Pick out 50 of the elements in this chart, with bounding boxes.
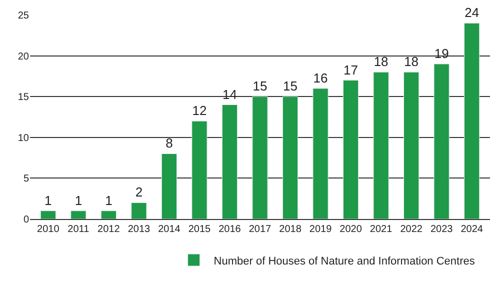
data-label: 15 [283,78,298,94]
x-tick-label: 2021 [370,224,393,235]
y-tick-label: 20 [18,51,30,62]
x-tick-label: 2022 [400,224,423,235]
data-label: 18 [374,54,388,70]
x-tick-label: 2023 [430,224,454,235]
bar [131,202,147,219]
y-tick-label: 25 [18,10,30,22]
x-tick-label: 2015 [188,224,212,235]
x-tick-label: 2016 [218,224,242,235]
x-tick-label: 2018 [279,224,302,235]
bar [192,120,208,219]
data-label: 1 [74,192,82,208]
bar [222,104,238,219]
bar [70,210,86,219]
x-tick-label: 2020 [340,224,362,235]
legend-label: Number of Houses of Nature and Information Centres [214,255,476,268]
data-label: 16 [313,70,328,86]
y-tick-label: 15 [18,92,30,104]
data-label: 1 [44,192,52,208]
x-tick-label: 2011 [68,224,90,235]
bar [434,64,450,219]
y-tick-label: 10 [18,132,30,144]
data-label: 17 [344,62,358,78]
data-label: 18 [404,54,419,70]
data-label: 8 [166,136,173,151]
bar [312,88,328,219]
x-tick-label: 2017 [248,224,272,235]
x-tick-label: 2012 [98,224,120,235]
bar [464,22,480,219]
data-label: 2 [135,184,143,200]
bar [252,96,268,219]
x-tick-label: 2024 [460,224,484,235]
data-label: 1 [105,192,112,208]
bar [373,72,389,219]
y-tick-label: 5 [23,174,30,185]
bar [161,153,178,219]
bar [100,210,116,219]
data-label: 24 [464,5,480,20]
bar [404,72,420,219]
x-tick-label: 2010 [37,224,60,235]
data-label: 12 [192,103,207,118]
x-tick-label: 2014 [158,224,181,235]
y-tick-label: 0 [23,214,30,226]
bar [342,80,359,219]
data-label: 15 [252,78,268,94]
bar [40,210,56,219]
x-tick-label: 2013 [128,224,151,235]
bar [282,96,298,219]
x-tick-label: 2019 [309,224,332,235]
